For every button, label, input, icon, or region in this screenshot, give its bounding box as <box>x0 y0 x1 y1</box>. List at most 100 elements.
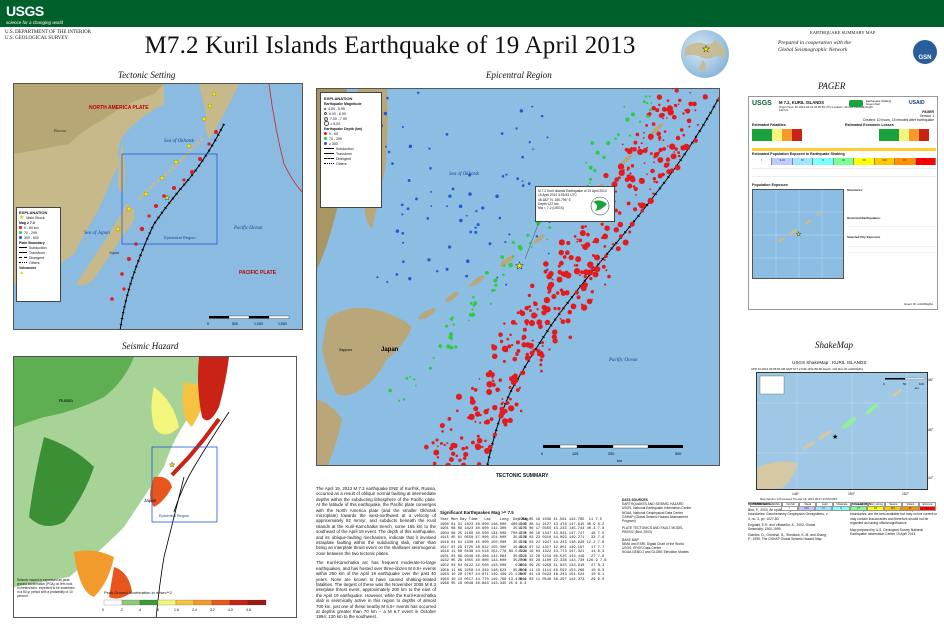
seismicity-dot <box>445 133 449 136</box>
seismicity-dot <box>588 177 593 181</box>
hazard-legend-swatch <box>157 599 177 606</box>
seismicity-dot <box>626 166 631 170</box>
hazard-legend-value: .2 <box>120 608 123 612</box>
seismicity-dot <box>511 374 517 380</box>
seismicity-dot <box>452 323 455 326</box>
seismicity-dot <box>506 337 510 341</box>
epicentral-region-map[interactable]: ★ Japan Sapporo Sea of Okhotsk Pacific O… <box>316 88 720 466</box>
logo-text: USGS <box>6 3 44 19</box>
epicentral-scale-bar <box>543 444 683 449</box>
seismicity-dot <box>665 162 670 167</box>
hazard-legend-bar: 0 .2 .4 .8 1.6 2.4 3.2 4.0 4.8 <box>102 599 267 612</box>
seismicity-dot <box>501 345 509 352</box>
mmi-cell: IX <box>895 158 916 165</box>
seismicity-dot <box>521 342 527 348</box>
seismicity-dot <box>491 353 498 360</box>
intensity-cell: IV <box>815 505 833 511</box>
seismicity-dot <box>649 108 652 112</box>
seismicity-dot <box>658 113 664 118</box>
seismicity-dot <box>583 269 590 276</box>
seismicity-dot <box>566 240 571 246</box>
seismicity-dot <box>595 150 600 155</box>
seismicity-dot <box>662 117 665 120</box>
seismicity-dot <box>498 413 504 419</box>
sea-okhotsk-label: Sea of Okhotsk <box>164 139 195 144</box>
shakemap-panel[interactable]: USGS ShakeMap : KURIL ISLANDS APR 19 201… <box>748 356 938 496</box>
seismicity-dot <box>500 402 504 406</box>
seismicity-dot <box>639 177 642 181</box>
pager-exposure-map[interactable]: ★ <box>752 189 844 279</box>
seismicity-dot <box>515 388 520 392</box>
seismicity-dot <box>688 101 693 107</box>
seismic-hazard-map[interactable]: ★ Epicentral Region Russia Japan 0 .2 .4 .8… <box>13 356 297 618</box>
event-callout[interactable]: M 7.2 Kuril Islands Earthquake of 19 Apr… <box>535 186 615 222</box>
hazard-legend-value: .4 <box>138 608 141 612</box>
header-bar <box>0 0 944 27</box>
hazard-legend-swatch <box>103 599 123 606</box>
seismicity-dot <box>628 230 632 234</box>
tectonic-setting-map[interactable]: Epicentral Region NORTH AMERICA PLATE PA… <box>13 83 303 330</box>
seismicity-dot <box>603 259 606 262</box>
shakemap-footer: Map Version 1 Processed Thu Apr 18, 2013… <box>760 497 838 501</box>
cooperation-note: Prepared in cooperation with the Global … <box>778 40 851 53</box>
seismicity-dot <box>469 302 473 305</box>
seismicity-dot <box>508 233 511 236</box>
intensity-cell: VIII <box>884 505 902 511</box>
seismicity-dot <box>666 145 669 147</box>
seismicity-dot <box>679 128 684 132</box>
seismicity-dot <box>629 172 632 175</box>
seismicity-dot <box>633 186 638 192</box>
seismicity-dot <box>547 252 550 255</box>
hazard-legend-swatch <box>247 599 267 606</box>
seismicity-dot <box>643 162 646 164</box>
hazard-legend-value: 1.6 <box>174 608 179 612</box>
agency-line-1: U.S. DEPARTMENT OF THE INTERIOR <box>5 30 92 35</box>
seismicity-dot <box>499 406 505 412</box>
seismicity-dot <box>693 138 698 143</box>
seismicity-dot <box>449 428 453 431</box>
seismicity-dot <box>451 451 456 456</box>
pager-panel[interactable]: USGS M 7.2, KURIL ISLANDS Origin Time: F… <box>748 96 938 310</box>
section-title-hazard: Seismic Hazard <box>122 341 179 351</box>
sea-okhotsk-label: Sea of Okhotsk <box>449 172 480 177</box>
seismicity-dot <box>485 270 489 275</box>
seismicity-dot <box>666 99 670 102</box>
seismicity-dot <box>599 260 602 263</box>
seismicity-dot <box>510 343 514 347</box>
green-alert-badge <box>849 100 863 107</box>
seismicity-dot <box>519 310 526 317</box>
mmi-cell: VII <box>854 158 875 165</box>
seismicity-dot <box>455 393 462 400</box>
seismicity-dot <box>447 417 452 421</box>
seismicity-dot <box>491 377 494 379</box>
seismicity-dot <box>666 117 668 119</box>
epicenter-star-icon: ★ <box>515 261 524 272</box>
shakemap-map[interactable]: ★ 0 50 100 km <box>756 372 928 490</box>
intensity-cell: I <box>780 505 798 511</box>
significant-table-col1: Year Mon Day Time Lat Long Dep Mag 1900 … <box>440 518 529 587</box>
svg-text:1,000: 1,000 <box>254 322 263 326</box>
seismicity-dot <box>446 344 451 349</box>
seismicity-dot <box>554 329 557 332</box>
seismicity-dot <box>618 176 621 180</box>
mmi-cell: II-III <box>772 158 793 165</box>
mmi-cell: VI <box>833 158 855 165</box>
pacific-ocean-label: Pacific Ocean <box>608 358 638 363</box>
usgs-logo[interactable]: USGS science for a changing world <box>6 3 63 25</box>
seismicity-dot <box>673 151 676 153</box>
seismicity-dot <box>548 281 555 288</box>
seismicity-dot <box>500 255 505 260</box>
seismicity-dot <box>583 275 587 279</box>
hazard-note: Seismic hazard is expressed as peak grou… <box>17 578 75 598</box>
seismicity-dot <box>568 335 573 340</box>
agency-line-2: U.S. GEOLOGICAL SURVEY <box>5 36 69 41</box>
seismicity-dot <box>646 173 648 176</box>
seismicity-dot <box>560 319 566 325</box>
seismicity-dot <box>552 338 558 344</box>
tectonic-legend: EXPLANATION ★ Main Shock Mag ≥ 7.0 0 - 69… <box>16 207 61 302</box>
svg-text:Japan: Japan <box>144 498 157 503</box>
japan-label: Japan <box>109 250 120 255</box>
seismicity-dot <box>502 401 504 404</box>
seismicity-dot <box>635 132 640 137</box>
section-title-pager: PAGER <box>818 81 846 91</box>
